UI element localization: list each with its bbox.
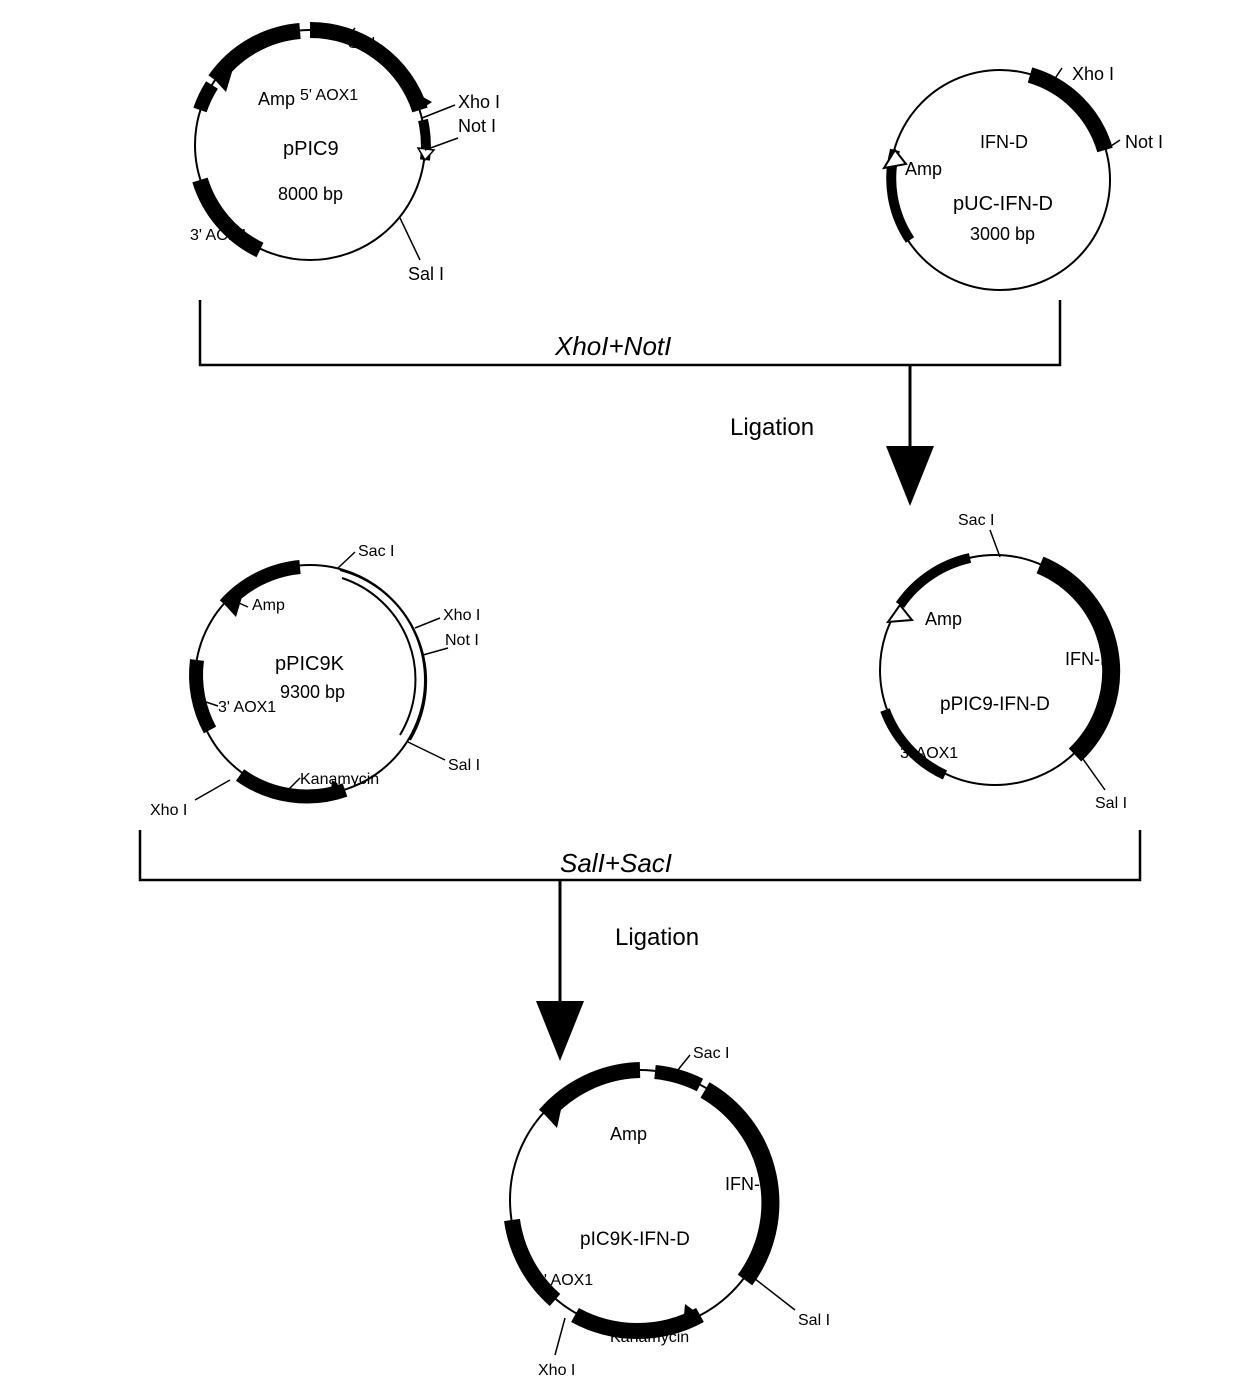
plasmid-size: 3000 bp: [970, 224, 1035, 244]
label-3aox1: 3' AOX1: [190, 227, 248, 244]
label-xho: Xho I: [538, 1362, 575, 1379]
label-sac: Sc I: [348, 35, 376, 52]
plasmid-cloning-diagram: Amp 5' AOX1 Sc I pPIC9 8000 bp 3' AOX1 X…: [0, 0, 1240, 1396]
reaction-digest2: SalI+SacI: [560, 848, 672, 878]
plasmid-name: pUC-IFN-D: [953, 193, 1053, 215]
label-not: Not I: [1125, 132, 1163, 152]
plasmid-size: 9300 bp: [280, 682, 345, 702]
plasmid-pPIC9: Amp 5' AOX1 Sc I pPIC9 8000 bp 3' AOX1 X…: [190, 28, 500, 284]
label-amp: Amp: [925, 609, 962, 629]
diagram-svg: Amp 5' AOX1 Sc I pPIC9 8000 bp 3' AOX1 X…: [0, 0, 1240, 1396]
label-5aox1: 5' AOX1: [300, 87, 358, 104]
label-sal: Sal I: [798, 1312, 830, 1329]
bracket-digest2: SalI+SacI: [140, 830, 1140, 880]
label-xho: Xho I: [458, 92, 500, 112]
label-not: Not I: [445, 632, 479, 649]
label-xho2: Xho I: [150, 802, 187, 819]
label-xho: Xho I: [1072, 64, 1114, 84]
label-not: Not I: [458, 116, 496, 136]
label-kan: Kanamycin: [610, 1329, 689, 1346]
label-ligation2: Ligation: [615, 924, 699, 951]
label-sal: Sal I: [1095, 795, 1127, 812]
label-ligation1: Ligation: [730, 414, 814, 441]
plasmid-pIC9K-IFN-D: Amp IFN-D pIC9K-IFN-D 3' AOX1 Sac I Sal …: [510, 1045, 830, 1379]
label-kan: Kanamycin: [300, 771, 379, 788]
label-sal: Sal I: [408, 264, 444, 284]
plasmid-name: pPIC9: [283, 138, 339, 160]
arrow-ligation1: Ligation: [730, 365, 910, 500]
plasmid-pPIC9K: Amp pPIC9K 9300 bp 3' AOX1 Kanamycin Sac…: [150, 543, 480, 819]
label-ifn: IFN-D: [725, 1174, 773, 1194]
reaction-digest1: XhoI+NotI: [554, 331, 671, 361]
label-sac: Sac I: [358, 543, 394, 560]
plasmid-pUC-IFN-D: Amp IFN-D pUC-IFN-D 3000 bp Xho I Not I: [884, 64, 1163, 290]
label-3aox1: 3' AOX1: [218, 699, 276, 716]
plasmid-pPIC9-IFN-D: Sac I Amp IFN-D pPIC9-IFN-D 3' AOX1 Sal …: [880, 512, 1127, 812]
label-ifn: IFN-D: [1065, 649, 1113, 669]
label-ifn: IFN-D: [980, 132, 1028, 152]
label-amp: Amp: [252, 597, 285, 614]
label-sac: Sac I: [958, 512, 994, 529]
plasmid-name: pIC9K-IFN-D: [580, 1229, 690, 1250]
plasmid-size: 8000 bp: [278, 184, 343, 204]
plasmid-name: pPIC9-IFN-D: [940, 694, 1050, 715]
label-3aox1: 3' AOX1: [900, 745, 958, 762]
bracket-digest1: XhoI+NotI: [200, 300, 1060, 365]
label-xho: Xho I: [443, 607, 480, 624]
label-amp: Amp: [258, 89, 295, 109]
plasmid-name: pPIC9K: [275, 653, 345, 675]
label-sac: Sac I: [693, 1045, 729, 1062]
label-amp: Amp: [610, 1124, 647, 1144]
label-3aox1: 3' AOX1: [535, 1272, 593, 1289]
label-sal: Sal I: [448, 757, 480, 774]
label-amp: Amp: [905, 159, 942, 179]
arrow-ligation2: Ligation: [560, 880, 699, 1055]
